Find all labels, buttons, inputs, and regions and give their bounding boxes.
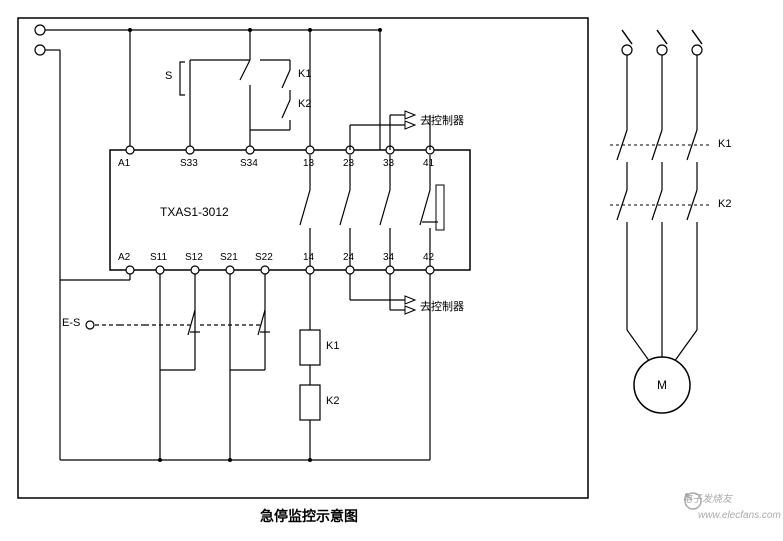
terminal-s11: S11 [150,252,167,263]
terminal-s33: S33 [180,158,198,169]
terminal-s21: S21 [220,252,238,263]
label-contactor-k1: K1 [718,138,731,150]
terminal-a1: A1 [118,158,130,169]
terminal-a2: A2 [118,252,130,263]
schematic-diagram [0,0,783,541]
terminal-14: 14 [303,252,314,263]
terminal-23: 23 [343,158,354,169]
coil-k1 [300,330,320,365]
label-controller-bottom: 去控制器 [420,298,464,314]
label-k1-top: K1 [298,68,311,80]
terminal-33: 33 [383,158,394,169]
label-k2-top: K2 [298,98,311,110]
terminal-s34: S34 [240,158,258,169]
label-k1-coil: K1 [326,340,339,352]
label-controller-top: 去控制器 [420,112,464,128]
label-k2-coil: K2 [326,395,339,407]
label-s: S [165,70,172,82]
power-terminal-1 [35,25,45,35]
label-es: E-S [62,317,80,329]
terminal-s22: S22 [255,252,273,263]
watermark-logo: 电子发烧友 [682,490,732,505]
terminal-34: 34 [383,252,394,263]
watermark-url: www.elecfans.com [698,510,781,521]
coil-k2 [300,385,320,420]
device-label: TXAS1-3012 [160,205,229,219]
terminal-42: 42 [423,252,434,263]
label-contactor-k2: K2 [718,198,731,210]
terminal-s12: S12 [185,252,203,263]
terminal-13: 13 [303,158,314,169]
diagram-title: 急停监控示意图 [260,506,358,526]
terminal-24: 24 [343,252,354,263]
label-motor: M [657,378,667,392]
terminal-41: 41 [423,158,434,169]
power-terminal-2 [35,45,45,55]
